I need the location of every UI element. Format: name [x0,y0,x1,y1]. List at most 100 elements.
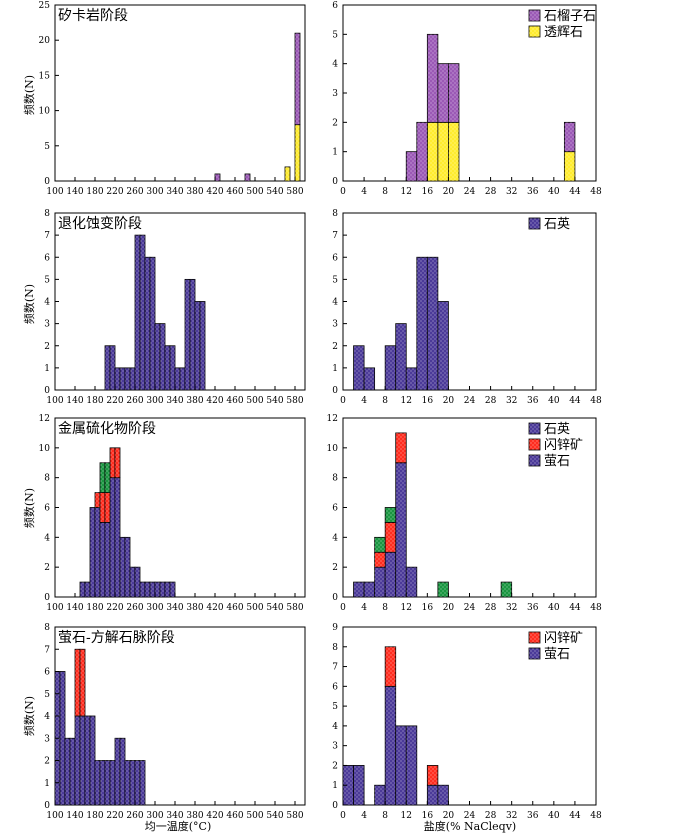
bar-texture-sulfide-temp-0-2 [90,507,95,597]
y-tick-label-sulfide-salinity-6: 12 [327,414,338,424]
x-tick-label-retro-temp-7: 380 [186,396,203,406]
x-tick-label-retro-salinity-8: 32 [506,396,517,406]
plot-frame [54,4,306,182]
x-tick-label-retro-salinity-1: 4 [361,396,367,406]
legend-label-retro-salinity-0: 石英 [544,217,570,232]
bar-texture-fluorite-salinity-1-1 [427,765,438,786]
x-tick-label-sulfide-temp-11: 540 [266,603,283,613]
bar-texture-fluorite-salinity-0-4 [395,725,407,805]
bar-texture-sulfide-temp-0-9 [125,537,130,597]
x-tick-label-fluorite-temp-9: 460 [226,811,243,821]
bar-texture-skarn-salinity-1-2 [427,34,438,123]
y-tick-label-fluorite-salinity-0: 0 [332,801,338,811]
x-tick-label-retro-salinity-11: 44 [569,396,581,406]
bar-texture-sulfide-temp-0-15 [155,582,160,597]
x-tick-label-fluorite-salinity-6: 24 [464,811,476,821]
legend-swatch-texture-fluorite-salinity-1 [529,648,540,659]
bar-texture-fluorite-salinity-0-3 [385,686,396,805]
x-tick-label-fluorite-salinity-12: 48 [590,811,602,821]
x-tick-label-retro-salinity-5: 20 [443,396,455,406]
y-tick-label-skarn-temp-2: 10 [39,107,51,117]
x-tick-label-retro-temp-6: 340 [166,396,183,406]
legend-swatch-texture-sulfide-salinity-0 [529,423,540,434]
y-tick-label-skarn-temp-0: 0 [44,177,50,187]
bar-texture-fluorite-temp-1-1 [80,649,85,716]
bar-texture-fluorite-temp-0-11 [110,760,115,805]
x-tick-label-retro-salinity-2: 8 [382,396,388,406]
bar-texture-sulfide-salinity-0-2 [374,567,386,597]
bar-texture-fluorite-temp-0-3 [70,738,75,805]
y-tick-label-fluorite-salinity-6: 6 [332,682,338,692]
x-tick-label-retro-temp-11: 540 [266,396,283,406]
bar-texture-sulfide-temp-0-3 [95,507,100,597]
bar-texture-retro-temp-0-16 [185,279,190,390]
y-tick-label-sulfide-temp-2: 4 [44,533,50,543]
x-tick-label-retro-salinity-7: 28 [485,396,497,406]
bar-texture-skarn-temp-1-0 [215,173,220,181]
x-tick-label-skarn-temp-4: 260 [126,187,143,197]
x-tick-label-skarn-salinity-7: 28 [485,187,497,197]
x-tick-label-fluorite-temp-1: 140 [66,811,83,821]
bar-texture-sulfide-salinity-0-5 [406,567,417,597]
bar-texture-sulfide-temp-0-18 [170,582,175,597]
y-tick-label-fluorite-temp-1: 1 [44,779,50,789]
bar-texture-sulfide-temp-0-5 [105,522,110,597]
bar-texture-skarn-temp-0-1 [295,124,300,181]
y-tick-label-retro-temp-3: 3 [44,320,50,330]
x-tick-label-retro-salinity-3: 12 [401,396,412,406]
y-tick-label-retro-salinity-4: 4 [332,298,338,308]
bar-texture-fluorite-temp-0-12 [115,738,120,805]
x-tick-label-fluorite-salinity-5: 20 [443,811,455,821]
stage-title-fluorite-temp: 萤石-方解石脉阶段 [58,630,175,646]
x-tick-label-fluorite-salinity-3: 12 [401,811,412,821]
y-tick-label-sulfide-salinity-0: 0 [332,593,338,603]
x-tick-label-skarn-temp-10: 500 [246,187,263,197]
y-tick-label-fluorite-temp-4: 4 [44,712,50,722]
x-tick-label-fluorite-salinity-10: 40 [548,811,560,821]
y-tick-label-retro-salinity-1: 1 [332,364,338,374]
y-axis-label-row4: 频数(N) [22,696,36,736]
y-tick-label-fluorite-salinity-7: 7 [332,663,338,673]
bar-texture-fluorite-temp-0-16 [135,760,140,805]
x-tick-label-retro-salinity-12: 48 [590,396,602,406]
x-tick-label-sulfide-salinity-2: 8 [382,603,388,613]
y-tick-label-skarn-temp-3: 15 [39,71,51,81]
bar-texture-fluorite-salinity-0-7 [437,785,449,805]
x-tick-label-retro-temp-4: 260 [126,396,143,406]
bar-texture-retro-temp-0-18 [195,301,200,390]
x-tick-label-sulfide-temp-7: 380 [186,603,203,613]
x-tick-label-fluorite-salinity-0: 0 [340,811,346,821]
x-tick-label-retro-temp-5: 300 [146,396,163,406]
y-tick-label-skarn-salinity-5: 5 [332,30,338,40]
x-tick-label-fluorite-temp-6: 340 [166,811,183,821]
bar-texture-fluorite-temp-0-10 [105,760,110,805]
bar-texture-fluorite-temp-0-6 [85,716,90,805]
y-tick-label-retro-salinity-3: 3 [332,320,338,330]
bar-texture-sulfide-salinity-0-4 [395,462,407,597]
x-tick-label-skarn-salinity-8: 32 [506,187,517,197]
legend-label-fluorite-salinity-1: 萤石 [544,647,570,662]
bar-texture-retro-salinity-0-6 [427,257,438,390]
y-tick-label-retro-salinity-2: 2 [332,342,338,352]
legend-swatch-texture-sulfide-salinity-1 [529,439,540,450]
bar-texture-skarn-salinity-1-1 [416,122,428,181]
y-tick-label-sulfide-salinity-5: 10 [327,444,339,454]
y-tick-label-skarn-salinity-2: 2 [332,118,338,128]
y-axis-label-row1: 频数(N) [22,75,36,115]
bar-texture-retro-temp-0-11 [160,323,165,390]
bar-texture-fluorite-temp-0-17 [140,760,145,805]
y-tick-label-sulfide-temp-5: 10 [39,444,51,454]
y-tick-label-sulfide-salinity-1: 2 [332,563,338,573]
bar-texture-sulfide-temp-0-14 [150,582,155,597]
bar-texture-sulfide-salinity-0-0 [353,582,365,597]
bar-texture-sulfide-salinity-2-3 [501,582,512,597]
y-tick-label-sulfide-temp-6: 12 [39,414,50,424]
bar-texture-skarn-temp-1-2 [295,33,300,125]
y-tick-label-retro-temp-4: 4 [44,298,50,308]
y-tick-label-retro-salinity-8: 8 [332,209,338,219]
y-tick-label-fluorite-temp-5: 5 [44,690,50,700]
x-tick-label-sulfide-salinity-10: 40 [548,603,560,613]
x-tick-label-fluorite-temp-2: 180 [86,811,103,821]
